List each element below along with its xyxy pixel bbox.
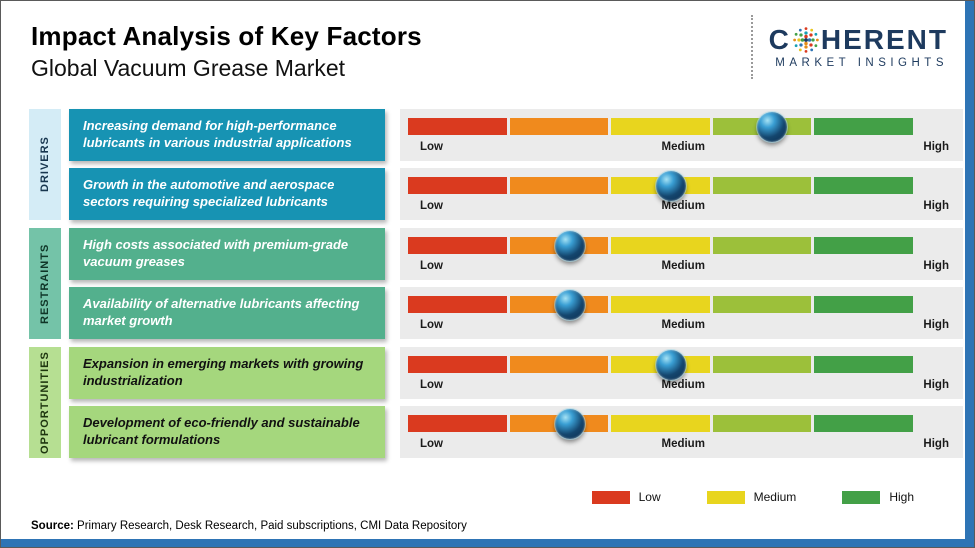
group-label-restraints: RESTRAINTS xyxy=(29,228,61,339)
scale-label-medium: Medium xyxy=(661,319,705,331)
impact-scale: Low Medium High xyxy=(400,406,963,458)
impact-marker xyxy=(654,169,687,202)
group-opportunities: OPPORTUNITIES Expansion in emerging mark… xyxy=(29,347,963,458)
impact-scale: Low Medium High xyxy=(400,228,963,280)
impact-scale: Low Medium High xyxy=(400,168,963,220)
group-label-drivers: DRIVERS xyxy=(29,109,61,220)
factor-text: Availability of alternative lubricants a… xyxy=(83,296,360,328)
page-subtitle: Global Vacuum Grease Market xyxy=(31,55,346,82)
scale-label-high: High xyxy=(923,438,949,450)
scale-label-medium: Medium xyxy=(661,379,705,391)
legend-label-low: Low xyxy=(638,490,661,504)
scale-label-medium: Medium xyxy=(661,200,705,212)
scale-label-low: Low xyxy=(420,260,443,272)
legend-label-high: High xyxy=(889,490,914,504)
scale-label-medium: Medium xyxy=(661,260,705,272)
scale-label-low: Low xyxy=(420,319,443,331)
factor-row: Increasing demand for high-performance l… xyxy=(69,109,963,161)
factor-text: Increasing demand for high-performance l… xyxy=(83,118,352,150)
impact-marker xyxy=(553,407,586,440)
scale-label-high: High xyxy=(923,319,949,331)
scale-label-high: High xyxy=(923,200,949,212)
impact-scale: Low Medium High xyxy=(400,109,963,161)
factor-label-box: Increasing demand for high-performance l… xyxy=(69,109,385,161)
scale-label-low: Low xyxy=(420,200,443,212)
scale-label-low: Low xyxy=(420,379,443,391)
legend-label-medium: Medium xyxy=(753,490,797,504)
factor-row: Development of eco-friendly and sustaina… xyxy=(69,406,963,458)
scale-label-high: High xyxy=(923,260,949,272)
factor-text: Expansion in emerging markets with growi… xyxy=(83,356,364,388)
right-accent-bar xyxy=(965,1,974,547)
page-title: Impact Analysis of Key Factors xyxy=(31,21,422,51)
factor-row: High costs associated with premium-grade… xyxy=(69,228,963,280)
impact-gradient-bar xyxy=(408,118,913,135)
impact-matrix: DRIVERS Increasing demand for high-perfo… xyxy=(29,109,963,458)
factor-label-box: Expansion in emerging markets with growi… xyxy=(69,347,385,399)
group-drivers: DRIVERS Increasing demand for high-perfo… xyxy=(29,109,963,220)
legend-item-high: High xyxy=(842,490,914,504)
factor-label-box: High costs associated with premium-grade… xyxy=(69,228,385,280)
group-restraints: RESTRAINTS High costs associated with pr… xyxy=(29,228,963,339)
legend-item-medium: Medium xyxy=(706,490,797,504)
impact-gradient-bar xyxy=(408,296,913,313)
scale-label-high: High xyxy=(923,379,949,391)
logo-dotted-globe-icon xyxy=(793,26,819,53)
scale-label-low: Low xyxy=(420,141,443,153)
source-text: Primary Research, Desk Research, Paid su… xyxy=(73,520,467,532)
factor-label-box: Growth in the automotive and aerospace s… xyxy=(69,168,385,220)
impact-marker xyxy=(755,110,788,143)
logo-tagline: MARKET INSIGHTS xyxy=(775,56,948,69)
impact-scale: Low Medium High xyxy=(400,287,963,339)
bottom-accent-bar xyxy=(1,539,974,547)
scale-label-high: High xyxy=(923,141,949,153)
factor-text: Development of eco-friendly and sustaina… xyxy=(83,415,360,447)
legend-swatch-medium xyxy=(706,490,745,504)
impact-marker xyxy=(553,288,586,321)
scale-label-medium: Medium xyxy=(661,141,705,153)
factor-text: High costs associated with premium-grade… xyxy=(83,237,349,269)
impact-gradient-bar xyxy=(408,237,913,254)
legend: Low Medium High xyxy=(591,490,914,504)
impact-marker xyxy=(654,348,687,381)
factor-row: Growth in the automotive and aerospace s… xyxy=(69,168,963,220)
coherent-market-insights-logo: C HERENT MARKET INSIGHTS xyxy=(750,15,948,79)
scale-label-low: Low xyxy=(420,438,443,450)
logo-letter-c: C xyxy=(768,23,791,55)
impact-gradient-bar xyxy=(408,415,913,432)
factor-label-box: Availability of alternative lubricants a… xyxy=(69,287,385,339)
impact-scale: Low Medium High xyxy=(400,347,963,399)
factor-label-box: Development of eco-friendly and sustaina… xyxy=(69,406,385,458)
factor-text: Growth in the automotive and aerospace s… xyxy=(83,177,335,209)
source-note: Source: Primary Research, Desk Research,… xyxy=(31,520,467,532)
factor-row: Expansion in emerging markets with growi… xyxy=(69,347,963,399)
logo-letters-herent: HERENT xyxy=(820,23,948,55)
group-label-opportunities: OPPORTUNITIES xyxy=(29,347,61,458)
factor-row: Availability of alternative lubricants a… xyxy=(69,287,963,339)
scale-label-medium: Medium xyxy=(661,438,705,450)
legend-swatch-low xyxy=(591,490,630,504)
impact-marker xyxy=(553,229,586,262)
header: Impact Analysis of Key Factors Global Va… xyxy=(31,21,422,83)
logo-wordmark: C HERENT xyxy=(768,23,948,55)
legend-item-low: Low xyxy=(591,490,661,504)
source-label: Source: xyxy=(31,520,74,532)
legend-swatch-high xyxy=(842,490,881,504)
